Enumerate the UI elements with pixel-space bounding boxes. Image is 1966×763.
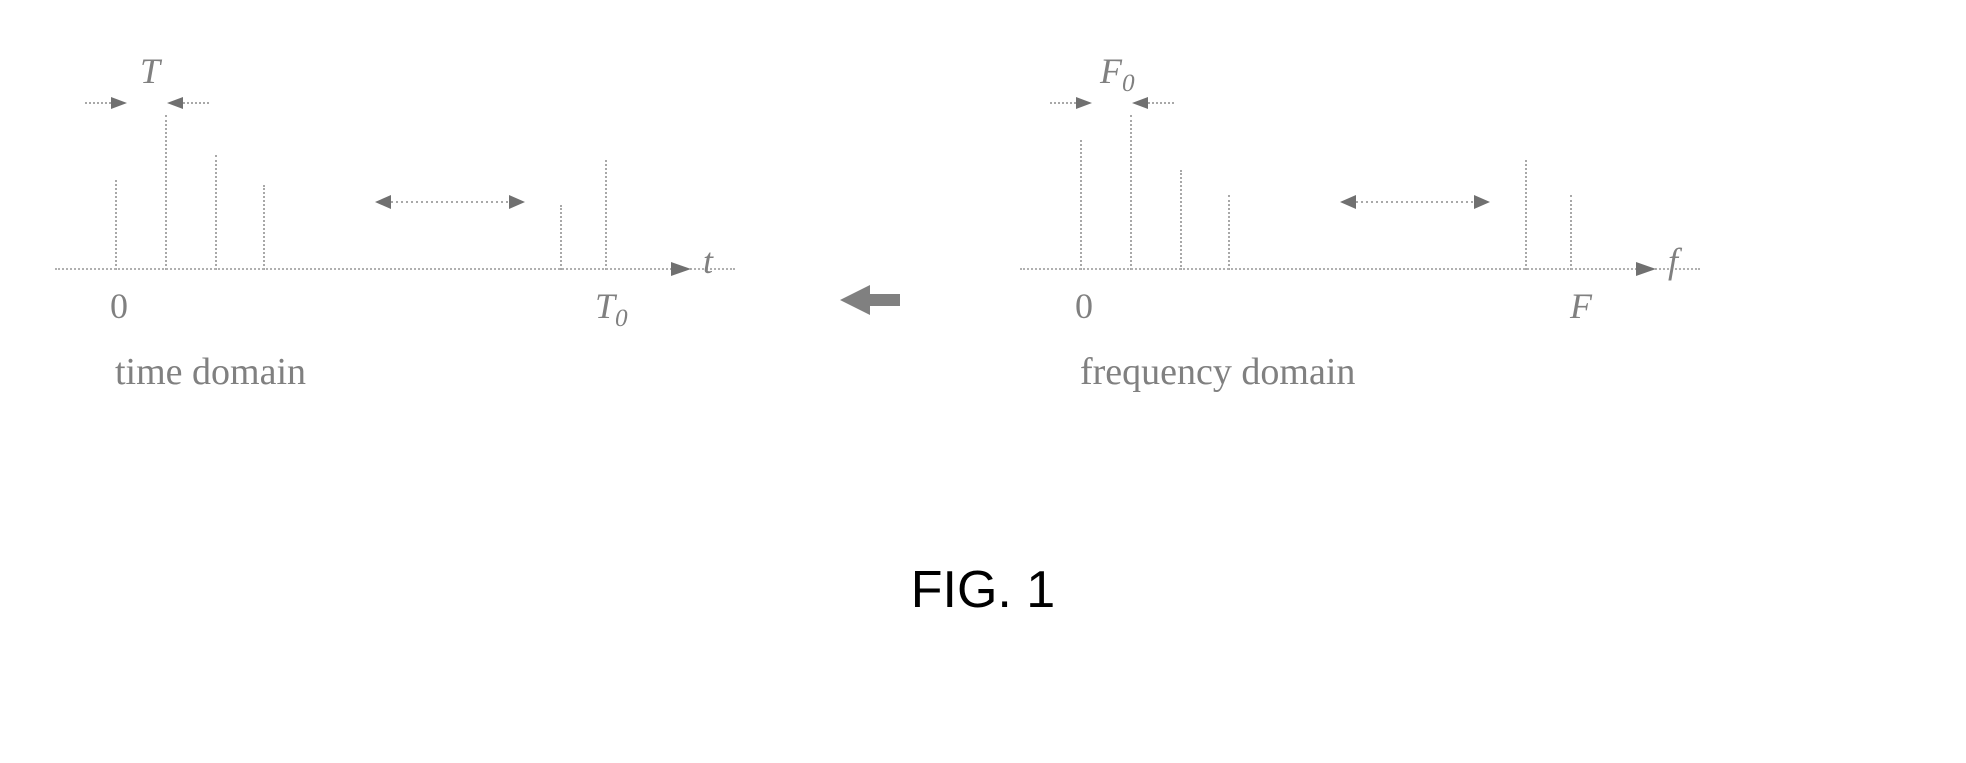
spacing-arrow-left bbox=[1132, 94, 1174, 112]
figure-caption: FIG. 1 bbox=[911, 560, 1055, 620]
time-stem bbox=[560, 205, 562, 270]
time-end-label: T0 bbox=[595, 285, 628, 333]
freq-axis-baseline bbox=[1020, 268, 1700, 270]
transform-connector-glyph bbox=[840, 280, 900, 320]
freq-origin-label: 0 bbox=[1075, 285, 1093, 327]
freq-domain-caption: frequency domain bbox=[1080, 350, 1355, 394]
frequency-domain-panel: F0 f 0 F bbox=[1020, 50, 1700, 310]
ellipsis-double-arrow bbox=[1340, 192, 1490, 212]
time-domain-panel: T t 0 bbox=[55, 50, 735, 310]
time-axis-area: T t 0 bbox=[55, 50, 735, 310]
time-domain-caption: time domain bbox=[115, 350, 306, 394]
time-stem bbox=[263, 185, 265, 270]
freq-stem bbox=[1570, 195, 1572, 270]
time-axis-arrowhead bbox=[663, 259, 691, 279]
freq-stem bbox=[1228, 195, 1230, 270]
freq-axis-variable: f bbox=[1668, 240, 1678, 282]
spacing-arrow-left bbox=[167, 94, 209, 112]
time-origin-label: 0 bbox=[110, 285, 128, 327]
time-stem bbox=[605, 160, 607, 270]
sample-spacing-label-F0: F0 bbox=[1100, 50, 1135, 98]
freq-axis-arrowhead bbox=[1628, 259, 1656, 279]
freq-stem bbox=[1080, 140, 1082, 270]
freq-end-label: F bbox=[1570, 285, 1592, 327]
time-stem bbox=[165, 115, 167, 270]
freq-stem bbox=[1525, 160, 1527, 270]
spacing-arrow-right bbox=[1050, 94, 1092, 112]
spacing-arrow-right bbox=[85, 94, 127, 112]
ellipsis-double-arrow bbox=[375, 192, 525, 212]
freq-stem bbox=[1130, 115, 1132, 270]
time-stem bbox=[115, 180, 117, 270]
freq-axis-area: F0 f 0 F bbox=[1020, 50, 1700, 310]
time-axis-baseline bbox=[55, 268, 735, 270]
sample-spacing-label-T: T bbox=[140, 50, 160, 92]
time-axis-variable: t bbox=[703, 240, 713, 282]
time-stem bbox=[215, 155, 217, 270]
freq-stem bbox=[1180, 170, 1182, 270]
